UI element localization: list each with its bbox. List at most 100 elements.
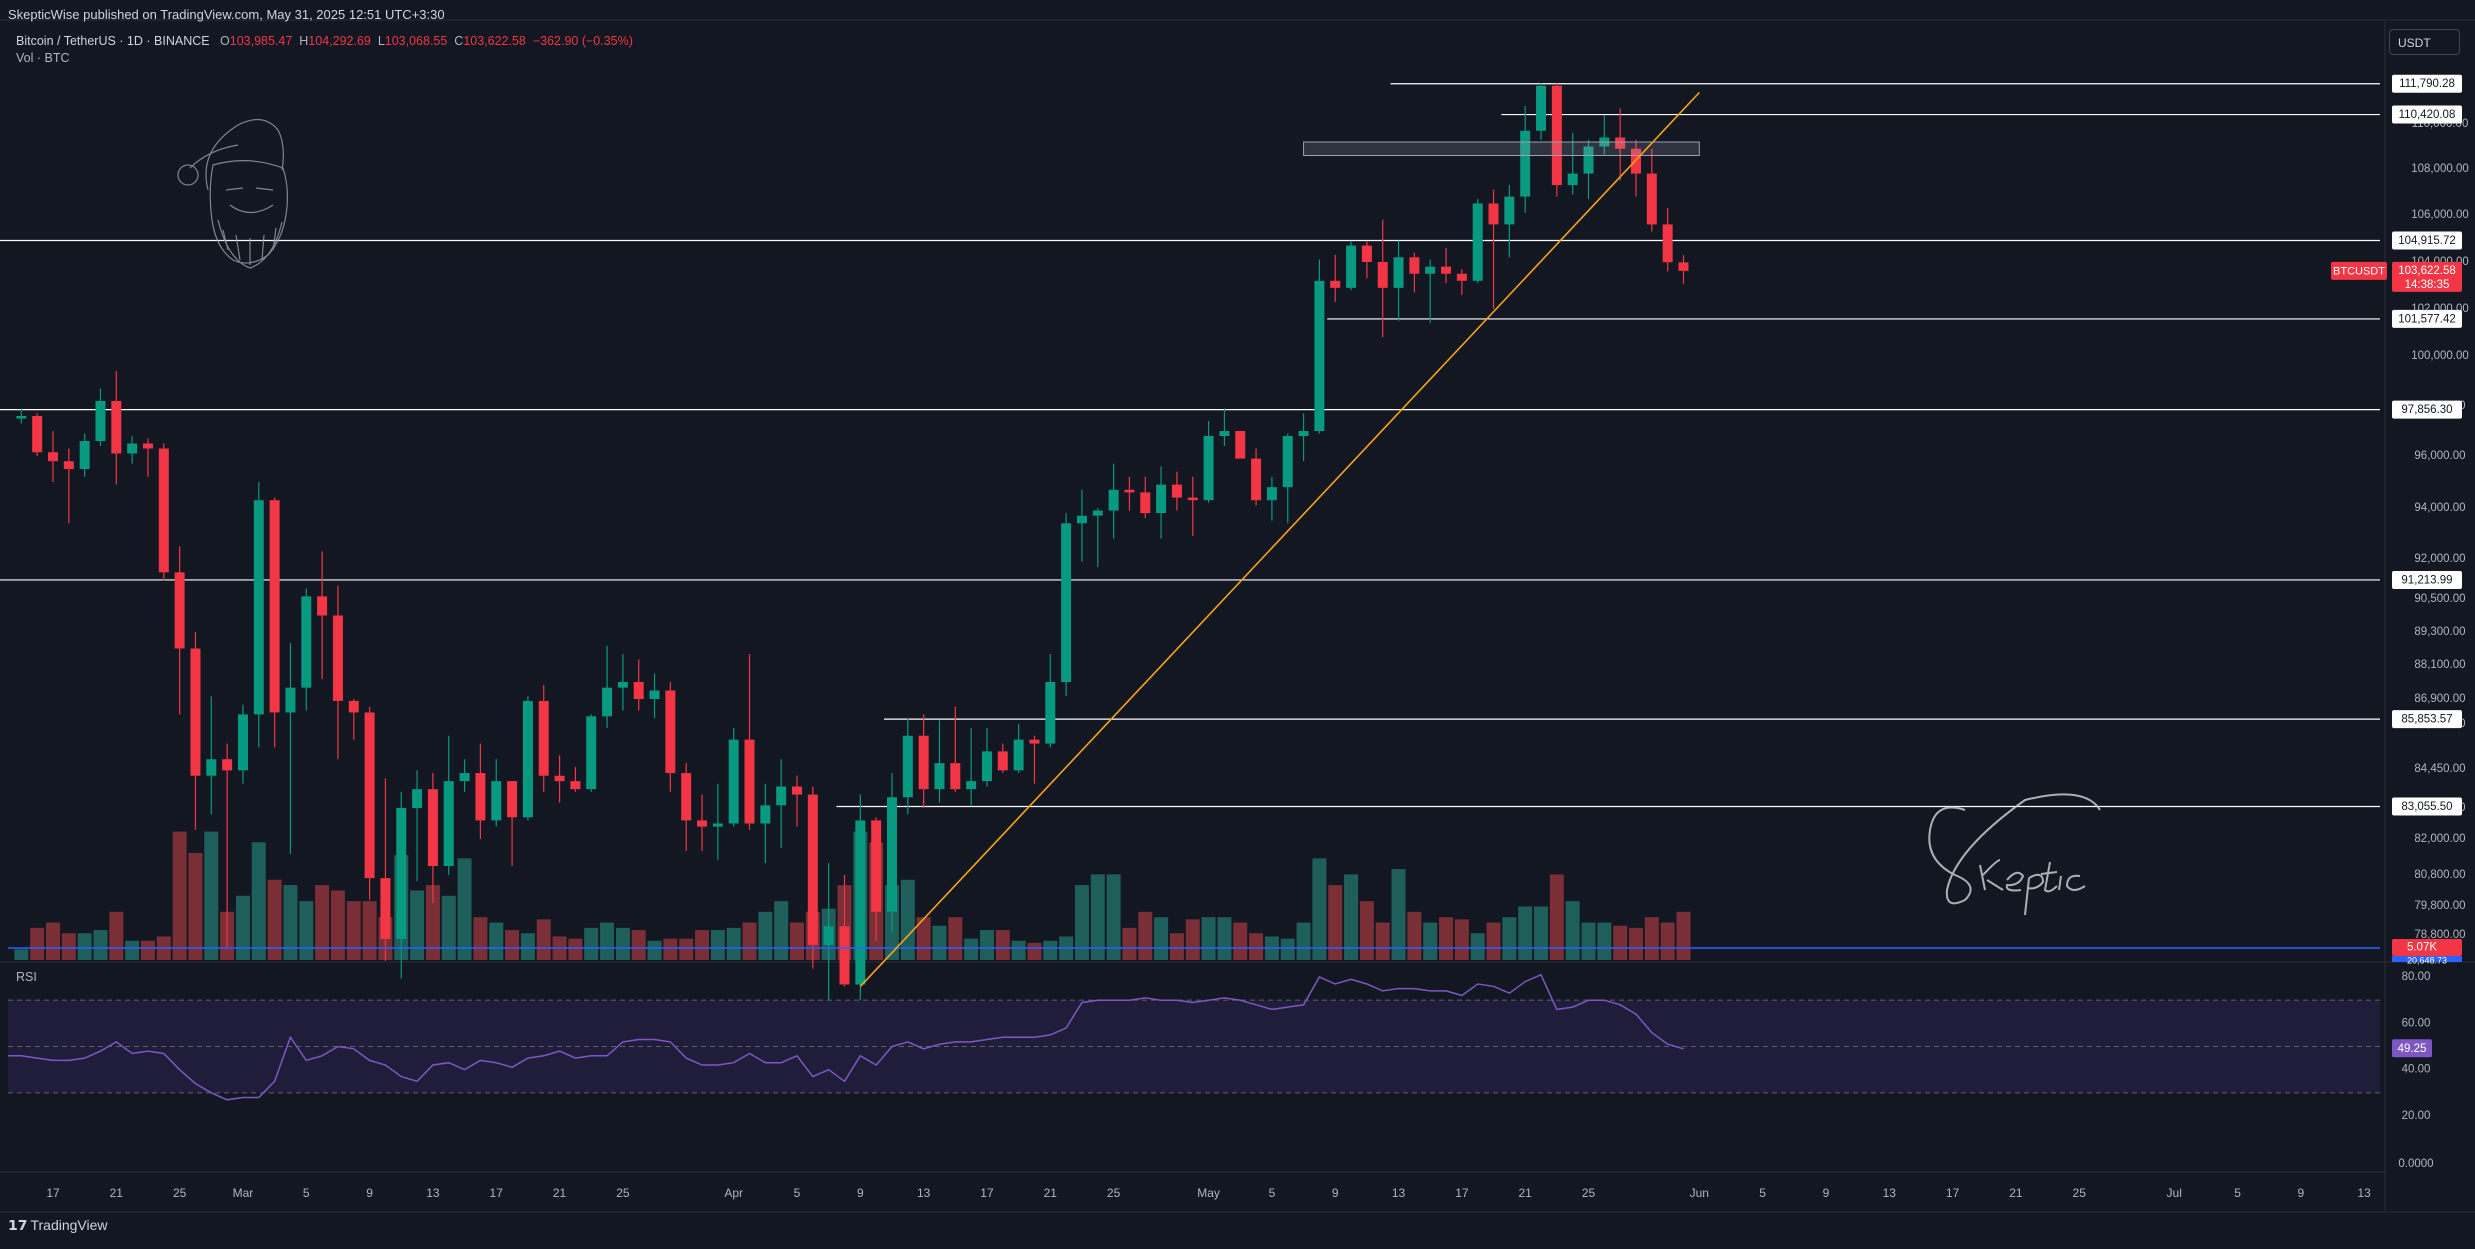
candle-body[interactable] [1425, 266, 1436, 274]
candle-body[interactable] [1076, 515, 1087, 524]
candle-body[interactable] [792, 786, 803, 795]
candle-body[interactable] [1536, 85, 1547, 131]
candle-body[interactable] [681, 773, 692, 821]
candle-body[interactable] [633, 682, 644, 699]
candle-body[interactable] [190, 648, 201, 776]
candle-body[interactable] [1219, 431, 1230, 436]
candle-body[interactable] [364, 712, 375, 879]
candle-body[interactable] [1567, 173, 1578, 186]
candle-body[interactable] [1266, 487, 1277, 501]
rsi-line[interactable] [8, 973, 1684, 1101]
candle-body[interactable] [301, 596, 312, 688]
volume-legend[interactable]: Vol · BTC [16, 51, 70, 65]
candle-body[interactable] [1361, 245, 1372, 262]
candle-body[interactable] [1472, 203, 1483, 281]
candle-body[interactable] [222, 759, 233, 771]
candle-body[interactable] [839, 926, 850, 985]
candle-body[interactable] [665, 690, 676, 774]
candle-body[interactable] [1282, 436, 1293, 488]
trendline[interactable] [859, 91, 1700, 988]
candle-body[interactable] [332, 615, 343, 701]
candle-body[interactable] [348, 700, 359, 713]
candle-body[interactable] [570, 781, 581, 790]
candle-body[interactable] [380, 878, 391, 939]
tradingview-logo[interactable]: 𝟭𝟳 TradingView [8, 1217, 108, 1234]
candle-body[interactable] [538, 700, 549, 776]
candle-body[interactable] [1409, 257, 1420, 274]
candle-body[interactable] [1441, 266, 1452, 274]
candle-body[interactable] [966, 781, 977, 790]
candle-body[interactable] [649, 690, 660, 700]
candle-body[interactable] [1061, 523, 1072, 682]
candle-body[interactable] [1124, 489, 1135, 493]
candle-body[interactable] [1583, 146, 1594, 174]
rsi-legend[interactable]: RSI [16, 970, 37, 984]
candle-body[interactable] [1156, 484, 1167, 514]
candle-body[interactable] [602, 687, 613, 717]
supply-zone-rectangle[interactable] [1303, 141, 1700, 156]
candle-body[interactable] [253, 500, 264, 715]
candle-body[interactable] [586, 716, 597, 790]
candle-body[interactable] [697, 820, 708, 827]
candle-body[interactable] [1029, 739, 1040, 744]
candle-body[interactable] [1171, 484, 1182, 498]
candle-body[interactable] [142, 443, 153, 449]
candle-body[interactable] [1092, 510, 1103, 516]
candle-body[interactable] [269, 500, 280, 713]
candle-body[interactable] [1615, 137, 1626, 149]
candle-body[interactable] [1631, 148, 1641, 174]
candle-body[interactable] [396, 808, 407, 939]
candle-body[interactable] [1346, 245, 1357, 288]
symbol-title[interactable]: Bitcoin / TetherUS · 1D · BINANCE [16, 34, 210, 48]
candle-body[interactable] [522, 700, 533, 818]
candle-body[interactable] [918, 735, 929, 790]
candle-body[interactable] [1013, 739, 1024, 771]
candle-body[interactable] [1678, 262, 1689, 271]
candle-body[interactable] [111, 401, 122, 454]
candle-body[interactable] [1377, 262, 1388, 288]
candle-body[interactable] [1662, 224, 1673, 263]
candle-body[interactable] [1298, 431, 1309, 436]
candle-body[interactable] [950, 763, 961, 790]
candle-body[interactable] [1314, 280, 1325, 431]
candle-body[interactable] [997, 751, 1008, 771]
candle-body[interactable] [32, 416, 43, 453]
candle-body[interactable] [902, 735, 913, 798]
candle-body[interactable] [317, 596, 328, 616]
candle-body[interactable] [1393, 257, 1404, 288]
candle-body[interactable] [855, 820, 866, 985]
candle-body[interactable] [174, 572, 185, 649]
candle-body[interactable] [1456, 273, 1467, 281]
candle-body[interactable] [934, 763, 945, 790]
candle-body[interactable] [1203, 436, 1214, 501]
candle-body[interactable] [237, 714, 248, 771]
candle-body[interactable] [507, 781, 518, 818]
candle-body[interactable] [459, 773, 470, 782]
candle-body[interactable] [823, 926, 834, 945]
candle-body[interactable] [491, 781, 502, 821]
candle-body[interactable] [554, 775, 565, 782]
candle-body[interactable] [1520, 130, 1531, 197]
candle-body[interactable] [1251, 458, 1262, 501]
candle-body[interactable] [871, 820, 882, 912]
candle-body[interactable] [95, 401, 106, 441]
candle-body[interactable] [285, 687, 296, 713]
candle-body[interactable] [127, 443, 138, 454]
candle-body[interactable] [1551, 85, 1562, 186]
candle-body[interactable] [1488, 203, 1499, 225]
candle-body[interactable] [1187, 497, 1198, 501]
symbol-price-tag[interactable] [2331, 261, 2387, 280]
candle-body[interactable] [48, 452, 58, 462]
candle-body[interactable] [427, 789, 438, 866]
candle-body[interactable] [1235, 431, 1246, 459]
currency-button[interactable]: USDT [2389, 29, 2460, 55]
candle-body[interactable] [412, 789, 423, 808]
candle-body[interactable] [1646, 173, 1657, 225]
candle-body[interactable] [158, 448, 169, 573]
candle-body[interactable] [1504, 196, 1515, 225]
candle-body[interactable] [475, 773, 486, 821]
candle-body[interactable] [712, 823, 723, 827]
candle-body[interactable] [807, 794, 818, 945]
candle-body[interactable] [981, 751, 992, 782]
